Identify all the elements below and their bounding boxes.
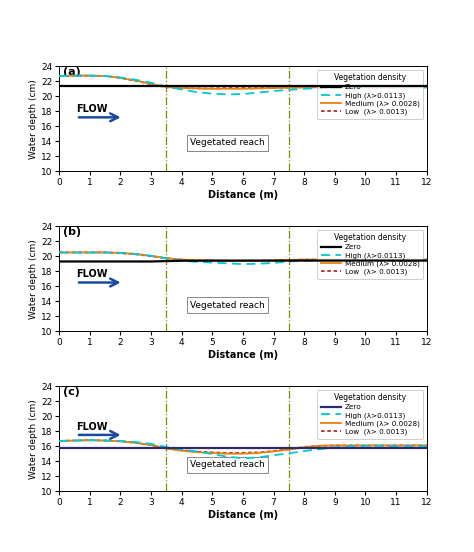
- Text: FLOW: FLOW: [76, 104, 108, 114]
- Text: (b): (b): [63, 227, 81, 237]
- Legend: Zero, High (λ>0.0113), Medium (λ> 0.0028), Low  (λ> 0.0013): Zero, High (λ>0.0113), Medium (λ> 0.0028…: [317, 390, 423, 439]
- X-axis label: Distance (m): Distance (m): [208, 350, 278, 360]
- X-axis label: Distance (m): Distance (m): [208, 510, 278, 520]
- Text: Vegetated reach: Vegetated reach: [190, 300, 265, 310]
- Y-axis label: Water depth (cm): Water depth (cm): [29, 399, 38, 479]
- X-axis label: Distance (m): Distance (m): [208, 190, 278, 200]
- Text: FLOW: FLOW: [76, 422, 108, 432]
- Y-axis label: Water depth (cm): Water depth (cm): [29, 79, 38, 159]
- Text: (a): (a): [63, 67, 81, 77]
- Legend: Zero, High (λ>0.0113), Medium (λ> 0.0028), Low  (λ> 0.0013): Zero, High (λ>0.0113), Medium (λ> 0.0028…: [317, 230, 423, 279]
- Text: Vegetated reach: Vegetated reach: [190, 139, 265, 147]
- Text: FLOW: FLOW: [76, 269, 108, 279]
- Text: (c): (c): [63, 387, 80, 397]
- Legend: Zero, High (λ>0.0113), Medium (λ> 0.0028), Low  (λ> 0.0013): Zero, High (λ>0.0113), Medium (λ> 0.0028…: [317, 70, 423, 119]
- Y-axis label: Water depth (cm): Water depth (cm): [29, 239, 38, 319]
- Text: Vegetated reach: Vegetated reach: [190, 460, 265, 470]
